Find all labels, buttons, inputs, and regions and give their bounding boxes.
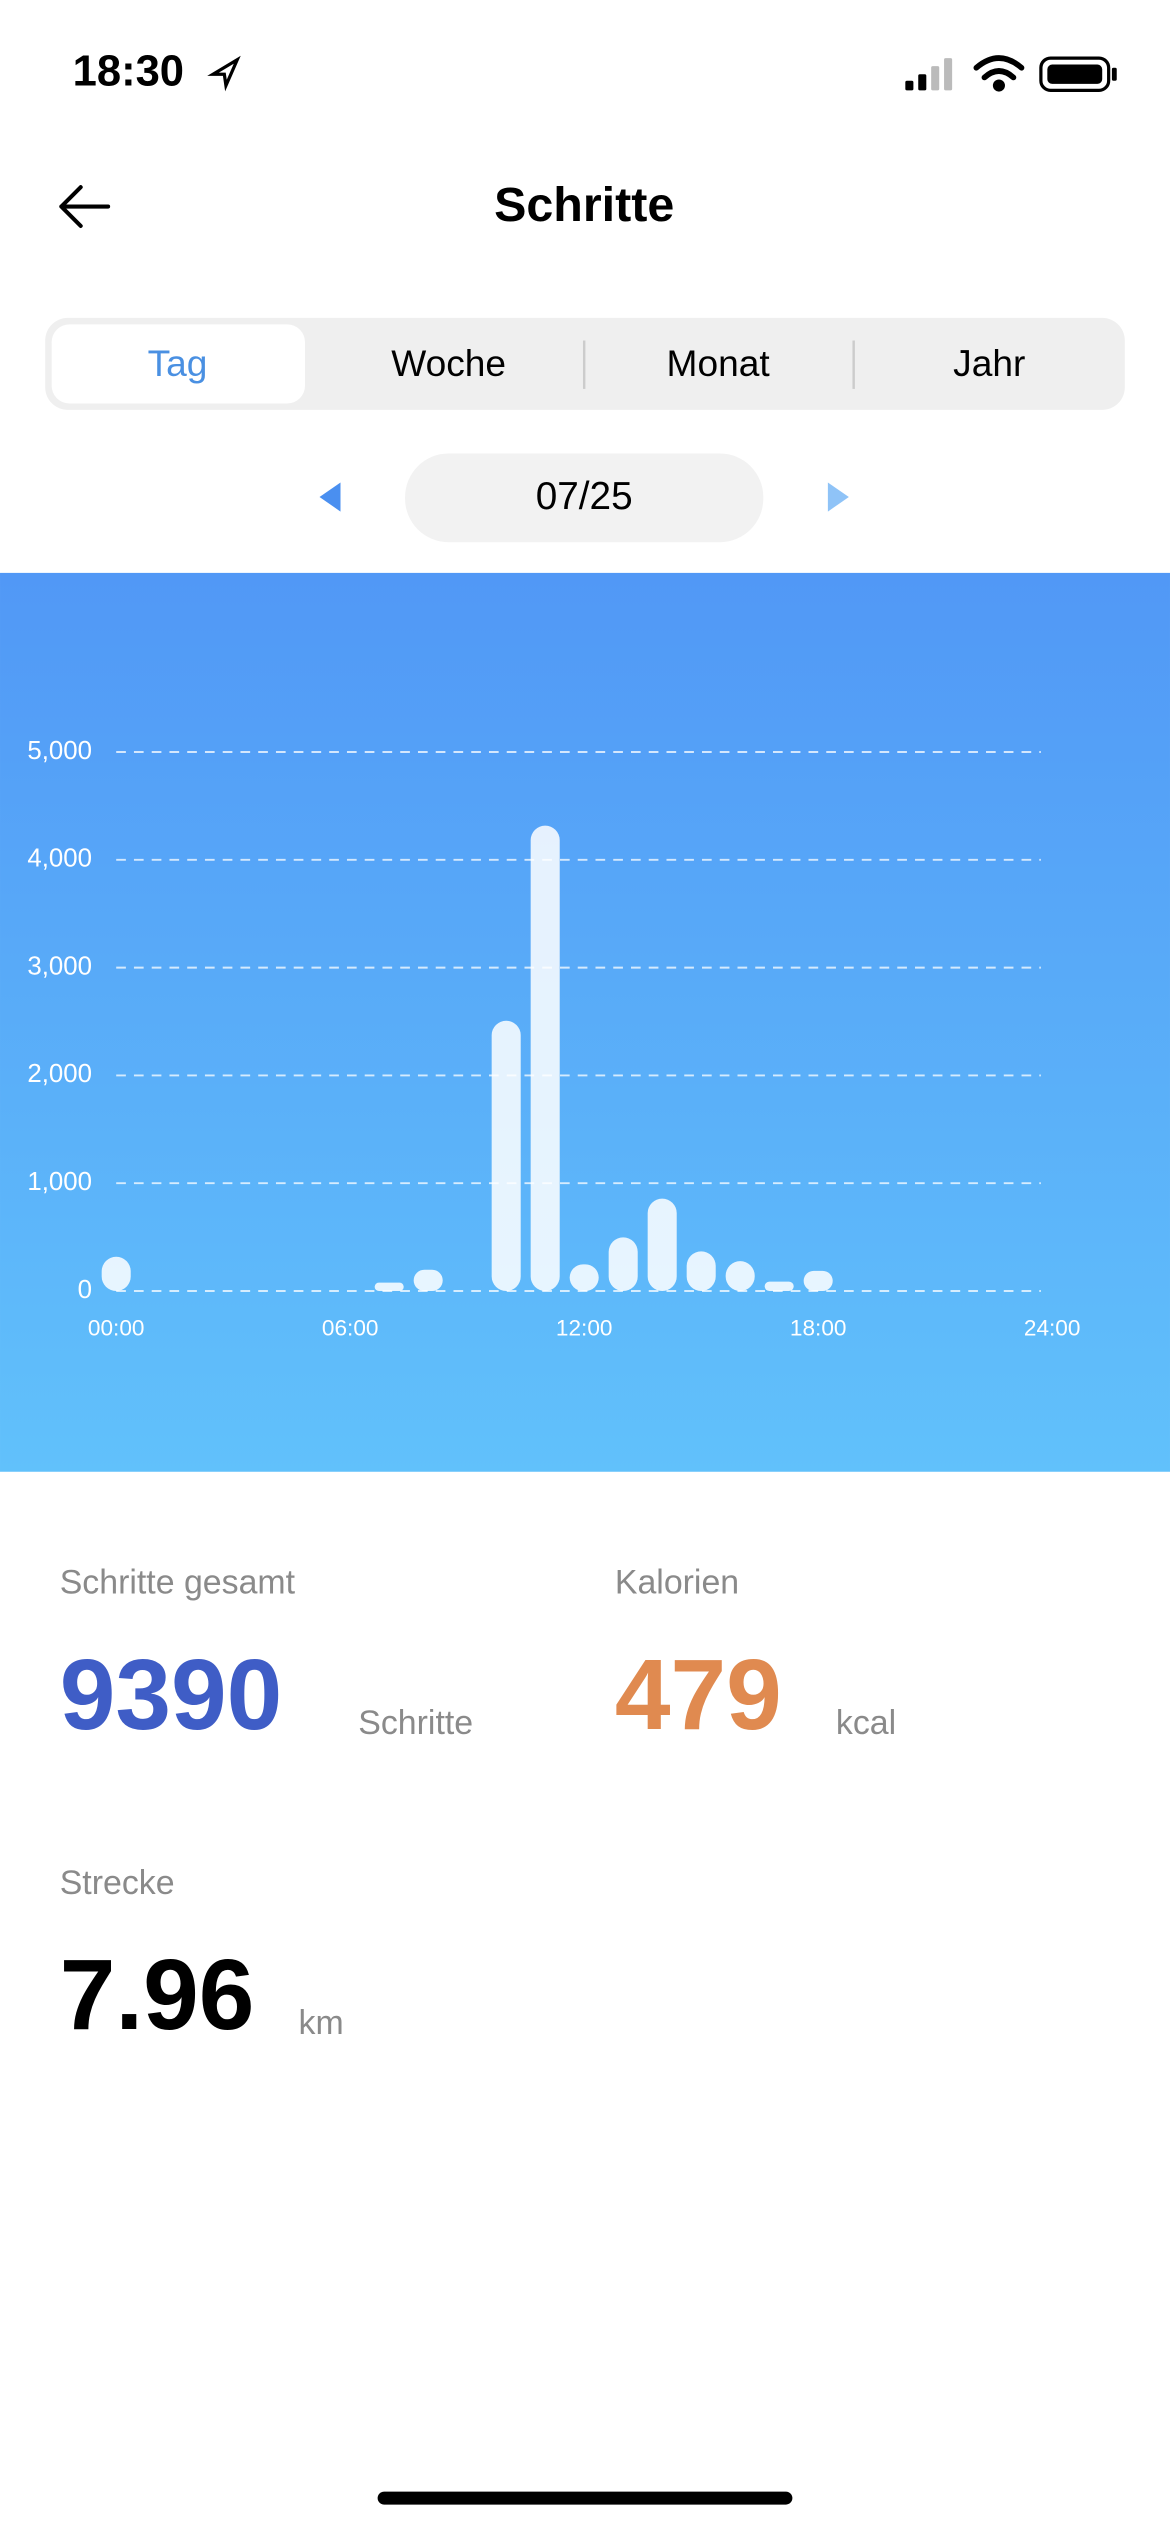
bar	[608, 1237, 638, 1292]
bar	[530, 825, 560, 1292]
tab-label[interactable]: Woche	[391, 342, 506, 384]
location-icon	[207, 55, 241, 92]
tab-label[interactable]: Monat	[667, 342, 771, 384]
bar	[647, 1198, 677, 1292]
battery-icon	[1039, 56, 1117, 92]
x-tick-label: 24:00	[1024, 1316, 1081, 1341]
stat-unit: kcal	[836, 1704, 896, 1742]
x-tick-label: 18:00	[790, 1316, 847, 1341]
bar	[686, 1251, 716, 1292]
x-tick-label: 12:00	[556, 1316, 613, 1341]
tab-label[interactable]: Jahr	[953, 342, 1025, 384]
wifi-icon	[973, 55, 1025, 92]
bar	[803, 1270, 833, 1292]
page-title: Schritte	[494, 178, 674, 232]
stat-label: Kalorien	[615, 1564, 739, 1602]
back-button[interactable]	[59, 185, 111, 228]
bar	[374, 1282, 404, 1292]
stat-unit: Schritte	[358, 1704, 473, 1742]
y-tick-label: 4,000	[27, 845, 92, 873]
tab-selected	[51, 324, 306, 404]
next-date[interactable]	[827, 482, 849, 512]
date-label: 07/25	[536, 475, 633, 518]
stat-value: 479	[615, 1639, 782, 1751]
y-tick-label: 2,000	[27, 1060, 92, 1088]
stat-value: 9390	[60, 1639, 283, 1751]
bar	[491, 1020, 521, 1292]
date-pill	[405, 453, 764, 543]
x-tick-label: 00:00	[88, 1316, 145, 1341]
signal-icon	[905, 58, 953, 91]
stat-unit: km	[299, 2004, 344, 2042]
status-time: 18:30	[73, 48, 184, 96]
y-tick-label: 1,000	[27, 1168, 92, 1196]
bar	[725, 1261, 755, 1292]
tab-label[interactable]: Tag	[148, 342, 208, 384]
chart: 0 1,000 2,000 3,000 4,000 5,000 00:00 06:00 12:0…	[27, 737, 1080, 1341]
y-tick-label: 3,000	[27, 952, 92, 980]
stat-value: 7.96	[60, 1939, 255, 2051]
stat-label: Strecke	[60, 1864, 175, 1902]
home-indicator	[377, 2491, 793, 2505]
bar	[101, 1256, 131, 1292]
chart-background	[0, 572, 1170, 1472]
stat-label: Schritte gesamt	[60, 1564, 296, 1602]
bar	[764, 1281, 794, 1292]
y-tick-label: 5,000	[27, 737, 92, 765]
x-tick-label: 06:00	[322, 1316, 379, 1341]
y-tick-label: 0	[78, 1276, 92, 1304]
prev-date[interactable]	[319, 482, 341, 512]
bar	[569, 1264, 599, 1292]
bar	[413, 1269, 443, 1292]
